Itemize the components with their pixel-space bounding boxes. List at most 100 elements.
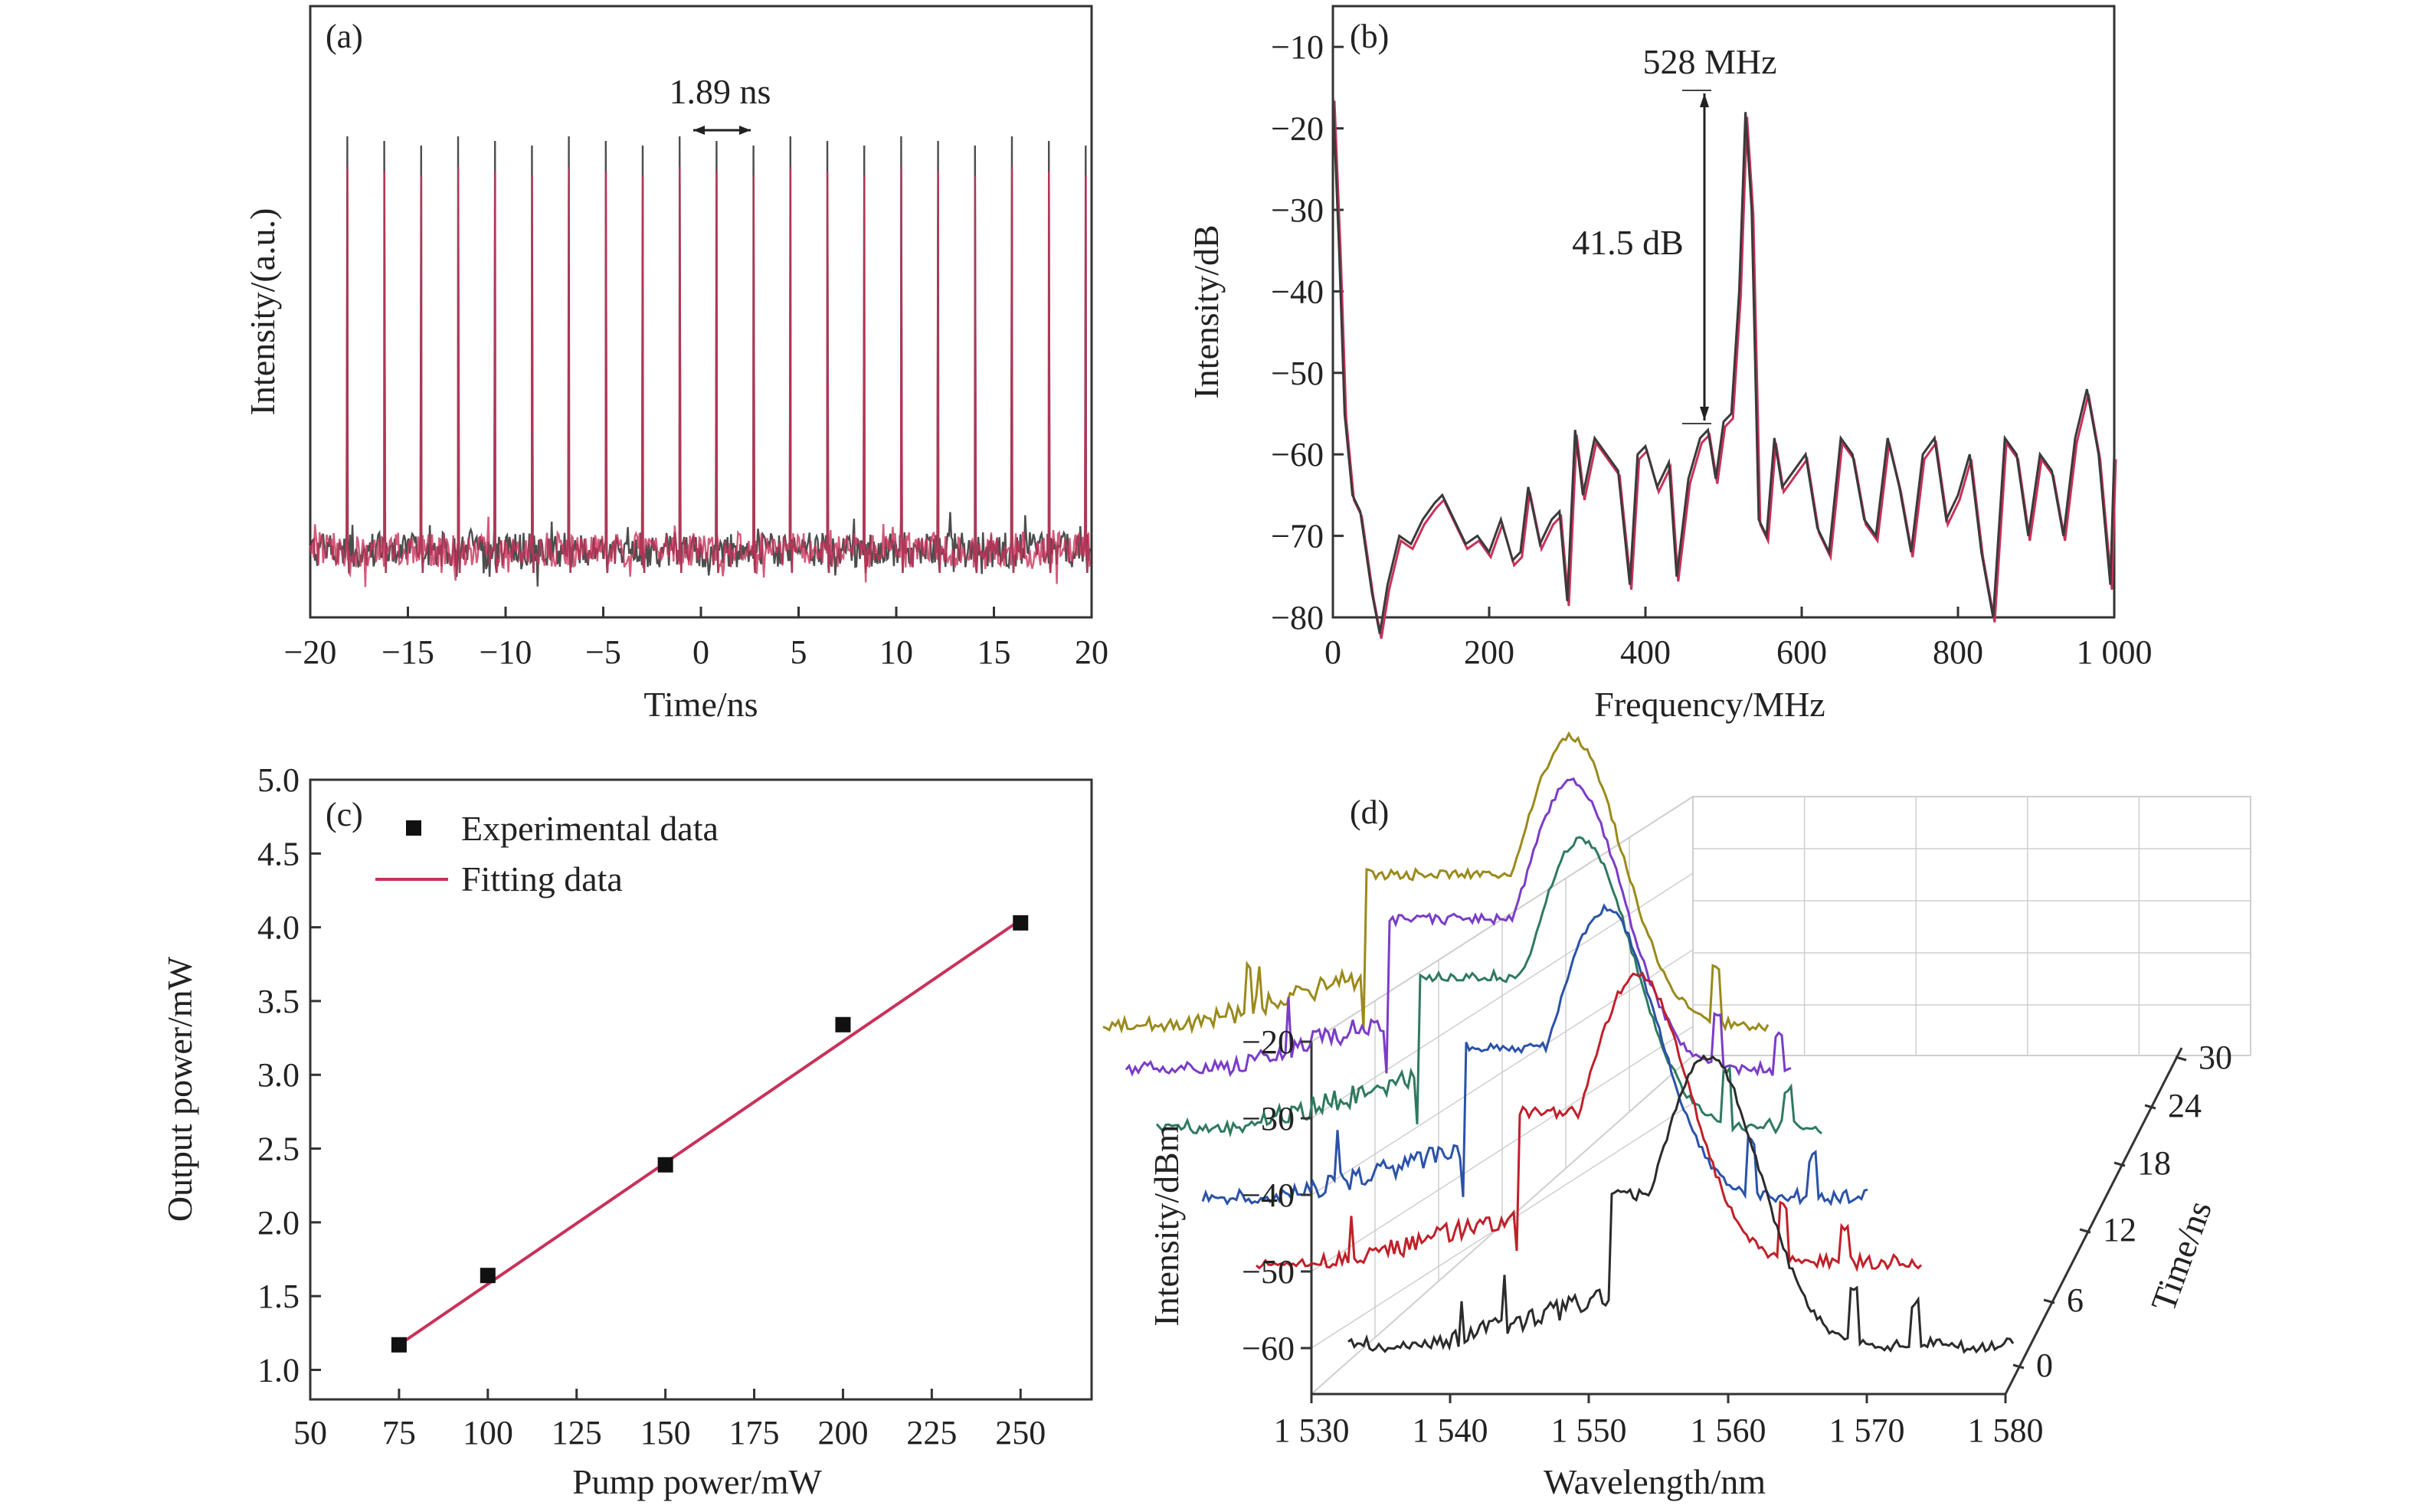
x-tick-label: 200	[817, 1414, 868, 1451]
panel-a-annotation: 1.89 ns	[670, 72, 771, 111]
legend-square-marker	[406, 820, 421, 836]
data-point	[835, 1016, 851, 1033]
x-tick-label: 1 000	[2077, 633, 2153, 671]
grid-line	[1311, 949, 1694, 1196]
x-tick-label: 200	[1464, 633, 1514, 671]
z-tick-label: 12	[2103, 1211, 2136, 1249]
y-tick-label: −40	[1271, 273, 1324, 310]
x-tick-label: 1 540	[1413, 1412, 1488, 1449]
spectrum-series-t30	[1102, 731, 1770, 1035]
x-tick-label: 0	[1324, 633, 1341, 671]
y-tick-label: 3.5	[257, 983, 300, 1020]
x-tick-label: 400	[1620, 633, 1671, 671]
y-tick-label: 5.0	[257, 761, 300, 799]
panel-a-xlabel: Time/ns	[643, 685, 758, 724]
spectrum-series-t12	[1201, 903, 1868, 1206]
x-tick-label: 20	[1075, 633, 1108, 671]
y-tick-label: 4.5	[257, 835, 300, 872]
spectrum-series-t0	[1347, 1054, 2015, 1354]
x-tick-label: 250	[995, 1414, 1046, 1451]
panel-b-snr-label: 41.5 dB	[1572, 223, 1684, 262]
panel-b: (b) Frequency/MHz Intensity/dB 0 200 400 60…	[1187, 5, 2153, 724]
panel-a-ylabel: Intensity/(a.u.)	[243, 208, 282, 416]
z-tick	[2113, 1161, 2126, 1167]
y-tick-label: 3.0	[257, 1056, 300, 1094]
y-tick-label: −50	[1271, 355, 1324, 392]
y-tick-label: 1.5	[257, 1278, 300, 1315]
panel-b-frame	[1331, 5, 2116, 619]
x-tick-label: 1 570	[1829, 1412, 1905, 1449]
x-tick-label: 600	[1776, 633, 1827, 671]
panel-a-label: (a)	[326, 18, 363, 55]
legend-item-fitting: Fitting data	[461, 859, 623, 898]
z-tick-label: 0	[2036, 1347, 2053, 1384]
panel-d-xlabel: Wavelength/nm	[1544, 1462, 1766, 1501]
grid-line	[1311, 1026, 1694, 1272]
legend-item-experimental: Experimental data	[461, 809, 719, 848]
x-tick-label: −20	[284, 633, 337, 671]
x-tick-label: 5	[791, 633, 807, 671]
pulse-trace-2	[309, 166, 1092, 587]
data-point	[391, 1337, 407, 1353]
fit-line	[398, 918, 1022, 1347]
y-tick-label: −70	[1271, 518, 1324, 555]
x-tick-label: 800	[1933, 633, 1983, 671]
x-tick-label: 50	[293, 1414, 327, 1451]
y-tick-label: −60	[1242, 1330, 1295, 1367]
y-tick-label: 2.5	[257, 1131, 300, 1168]
back-wall-edge	[1311, 796, 2251, 1055]
x-tick-label: 1 550	[1551, 1412, 1627, 1449]
x-tick-label: −5	[585, 633, 621, 671]
y-tick-label: −50	[1242, 1253, 1295, 1291]
panel-c-label: (c)	[326, 796, 363, 833]
x-tick-label: 100	[463, 1414, 513, 1451]
y-tick-label: −80	[1271, 599, 1324, 637]
x-tick-label: −10	[480, 633, 532, 671]
data-point	[657, 1157, 673, 1173]
y-tick-label: −60	[1271, 436, 1324, 473]
panel-d-label: (d)	[1350, 794, 1389, 831]
panel-c-frame	[309, 778, 1093, 1401]
spectrum-series-t24	[1125, 777, 1792, 1078]
x-tick-label: 75	[382, 1414, 416, 1451]
snr-arrow	[1682, 90, 1711, 424]
panel-b-ylabel: Intensity/dB	[1187, 224, 1226, 398]
z-tick	[2079, 1228, 2091, 1234]
y-tick-label: −20	[1242, 1023, 1295, 1061]
data-point	[480, 1268, 496, 1284]
x-tick-label: 1 530	[1274, 1412, 1350, 1449]
z-tick-label: 24	[2168, 1087, 2202, 1124]
period-arrow	[693, 126, 751, 135]
x-tick-label: 1 580	[1968, 1412, 2044, 1449]
y-tick-label: −30	[1242, 1100, 1295, 1137]
x-tick-label: 15	[977, 633, 1011, 671]
z-tick-label: 18	[2137, 1144, 2171, 1182]
pulse-trace-1	[309, 136, 1092, 587]
panel-b-xlabel: Frequency/MHz	[1594, 685, 1825, 724]
y-tick-label: 4.0	[257, 909, 300, 947]
y-tick-label: −30	[1271, 191, 1324, 229]
panel-d-ylabel: Intensity/dBm	[1147, 1124, 1186, 1326]
spectrum-series-t6	[1256, 971, 1923, 1273]
panel-a: (a) Time/ns Intensity/(a.u.) 1.89 ns −20…	[243, 5, 1108, 724]
y-tick-label: −10	[1271, 28, 1324, 66]
panel-b-label: (b)	[1350, 18, 1389, 55]
y-tick-label: −20	[1271, 110, 1324, 148]
panel-d-zlabel: Time/ns	[2143, 1196, 2219, 1317]
z-tick	[2175, 1055, 2187, 1062]
x-tick-label: 1 560	[1691, 1412, 1766, 1449]
x-tick-label: 0	[692, 633, 709, 671]
z-tick	[2012, 1363, 2025, 1370]
panel-d: (d) 1 530 1 540 1 550 1 560 1 570 1 580 −20 −30…	[1102, 731, 2251, 1501]
data-point	[1013, 915, 1029, 931]
spectrum-trace-red	[1333, 100, 2117, 639]
z-axis-line	[2004, 1047, 2183, 1395]
panel-c: (c) Pump power/mW Output power/mW 50 75 10…	[160, 761, 1093, 1501]
x-tick-label: 225	[906, 1414, 957, 1451]
panel-b-peak-label: 528 MHz	[1642, 42, 1776, 81]
x-tick-label: 150	[640, 1414, 691, 1451]
y-tick-label: 2.0	[257, 1204, 300, 1242]
grid-line	[1311, 1102, 1694, 1349]
z-tick-label: 30	[2199, 1039, 2232, 1076]
panel-c-xlabel: Pump power/mW	[572, 1462, 822, 1501]
